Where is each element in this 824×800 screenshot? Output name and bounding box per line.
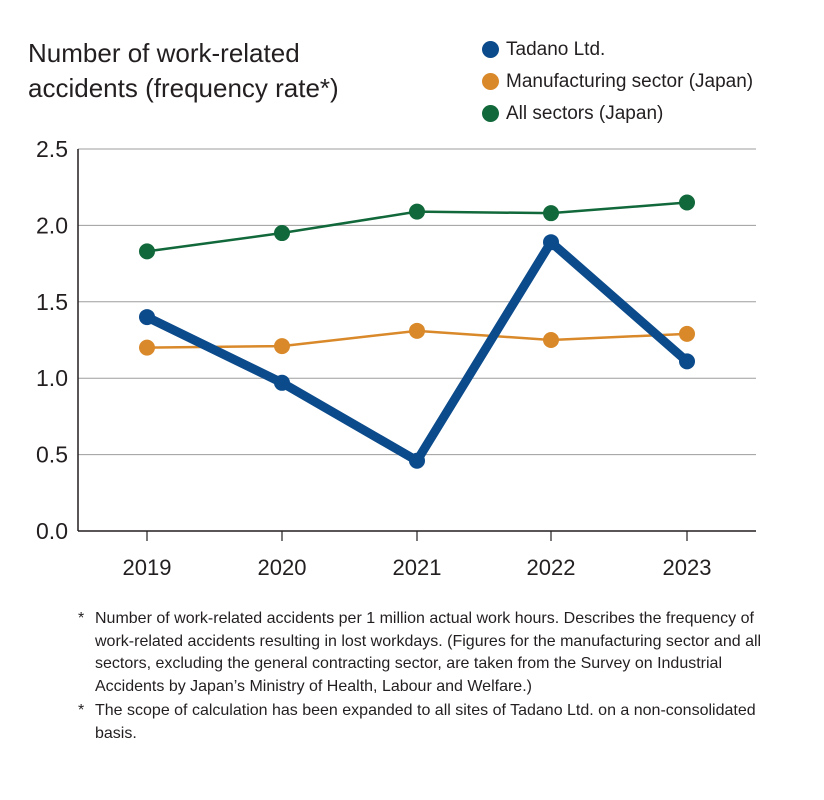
data-point-manufacturing-2023 (679, 325, 695, 342)
x-tick-label-2021: 2021 (393, 555, 442, 580)
legend-item-all-sectors: All sectors (Japan) (482, 98, 753, 130)
chart-title-line-1: Number of work-related (28, 38, 300, 68)
footnote-2: * The scope of calculation has been expa… (78, 700, 768, 745)
legend-label-all-sectors: All sectors (Japan) (506, 103, 664, 124)
line-chart: 0.0 0.5 1.0 1.5 2.0 2.5 2019 2020 2021 2022 2023 (36, 136, 756, 580)
chart-title: Number of work-related accidents (freque… (28, 36, 448, 106)
data-point-manufacturing-2022 (543, 332, 559, 348)
data-point-tadano-2020 (274, 374, 290, 391)
y-tick-label-0.0: 0.0 (36, 518, 68, 544)
chart-legend: Tadano Ltd. Manufacturing sector (Japan)… (482, 34, 753, 130)
data-point-tadano-2022 (543, 234, 559, 251)
y-tick-label-1.0: 1.0 (36, 365, 68, 391)
footnote-1-text: Number of work-related accidents per 1 m… (95, 610, 762, 695)
footnote-2-text: The scope of calculation has been expand… (95, 702, 756, 742)
y-tick-label-2.5: 2.5 (36, 136, 68, 162)
legend-label-manufacturing: Manufacturing sector (Japan) (506, 71, 754, 92)
data-point-manufacturing-2019 (139, 339, 155, 356)
y-tick-label-0.5: 0.5 (36, 442, 68, 468)
legend-marker-all-sectors (482, 105, 499, 122)
y-tick-label-2.0: 2.0 (36, 212, 68, 238)
legend-item-tadano: Tadano Ltd. (482, 34, 753, 66)
x-tick-label-2019: 2019 (123, 555, 172, 580)
footnote-1: * Number of work-related accidents per 1… (78, 608, 768, 698)
legend-marker-tadano (482, 41, 499, 58)
legend-marker-manufacturing (482, 73, 499, 90)
data-point-all-sectors-2021 (409, 203, 425, 220)
data-point-all-sectors-2019 (139, 243, 155, 260)
x-tick-label-2023: 2023 (663, 555, 712, 580)
data-point-all-sectors-2022 (543, 205, 559, 222)
data-point-tadano-2019 (139, 309, 155, 326)
data-point-manufacturing-2020 (274, 338, 290, 355)
y-tick-label-1.5: 1.5 (36, 289, 68, 315)
data-point-all-sectors-2023 (679, 194, 695, 211)
chart-title-line-2: accidents (frequency rate*) (28, 73, 339, 103)
data-point-manufacturing-2021 (409, 322, 425, 339)
data-point-tadano-2021 (409, 452, 425, 469)
legend-item-manufacturing: Manufacturing sector (Japan) (482, 66, 753, 98)
series-line-tadano (142, 237, 692, 466)
data-point-all-sectors-2020 (274, 225, 290, 242)
legend-label-tadano: Tadano Ltd. (506, 39, 606, 60)
data-point-tadano-2023 (679, 353, 695, 370)
footnotes: * Number of work-related accidents per 1… (78, 608, 768, 747)
footnote-1-mark: * (78, 610, 85, 627)
x-tick-label-2022: 2022 (527, 555, 576, 580)
footnote-2-mark: * (78, 702, 85, 719)
x-tick-label-2020: 2020 (258, 555, 307, 580)
